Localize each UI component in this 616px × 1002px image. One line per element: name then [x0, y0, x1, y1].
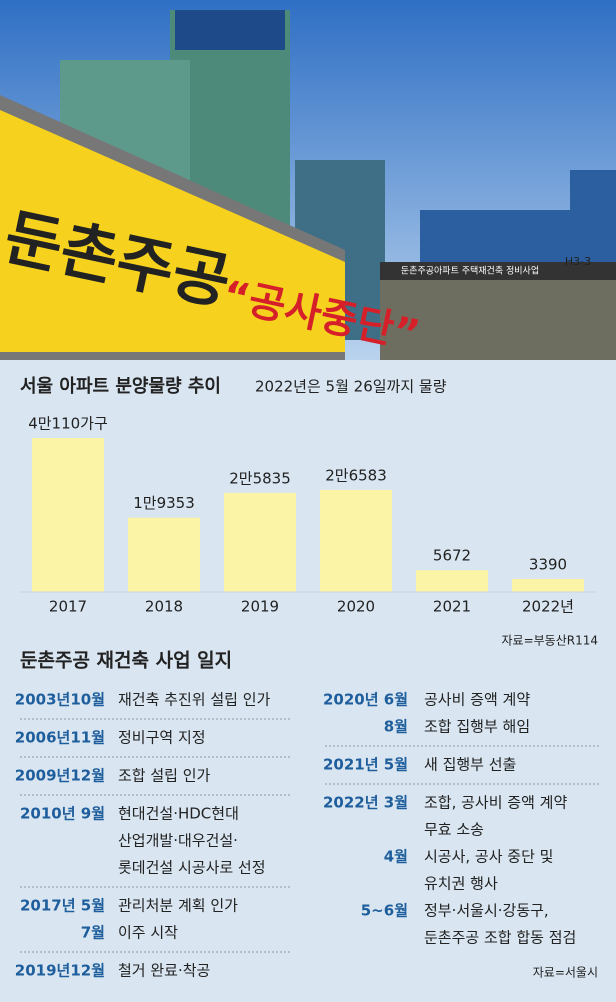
date: 2003년10월: [15, 691, 105, 709]
chart-title: 서울 아파트 분양물량 추이: [20, 376, 221, 397]
date: 4월: [384, 848, 408, 866]
x-tick-label: 2017: [49, 598, 87, 616]
bar: [128, 517, 200, 592]
event: 새 집행부 선출: [424, 756, 516, 774]
chart-subtitle: 2022년은 5월 26일까지 물량: [255, 378, 447, 396]
event: 유치권 행사: [424, 875, 498, 893]
event: 산업개발·대우건설·: [118, 832, 238, 850]
timeline-title: 둔촌주공 재건축 사업 일지: [20, 650, 232, 672]
date: 2021년 5월: [323, 756, 408, 774]
value-label: 3390: [529, 555, 567, 573]
bar: [320, 489, 392, 592]
source: 자료=부동산R114: [502, 634, 599, 648]
bar: [224, 492, 296, 592]
sign: 둔촌주공아파트 주택재건축 정비사업: [401, 266, 539, 277]
event: 조합 설립 인가: [118, 767, 211, 785]
date: 2017년 5월: [20, 897, 105, 915]
date: 2006년11월: [15, 729, 105, 747]
x-tick-label: 2021: [433, 598, 471, 616]
x-tick-label: 2019: [241, 598, 279, 616]
date: 8월: [384, 718, 408, 736]
value-label: 4만110가구: [28, 415, 108, 433]
event: 재건축 추진위 설립 인가: [118, 691, 271, 709]
value-label: 2만5835: [229, 469, 291, 487]
event: 시공사, 공사 중단 및: [424, 848, 553, 866]
event: 무효 소송: [424, 821, 484, 839]
x-tick-label: 2018: [145, 598, 183, 616]
event: 철거 완료·착공: [118, 962, 210, 980]
event: 조합, 공사비 증액 계약: [424, 794, 567, 812]
value-label: 5672: [433, 547, 471, 565]
date: 7월: [81, 924, 105, 942]
value-label: 1만9353: [133, 494, 195, 512]
date: 5~6월: [361, 902, 408, 920]
source: 자료=서울시: [533, 966, 598, 980]
date: 2020년 6월: [323, 691, 408, 709]
event: 이주 시작: [118, 924, 178, 942]
date: 2009년12월: [15, 767, 105, 785]
event: 롯데건설 시공사로 선정: [118, 859, 266, 877]
x-tick-label: 2022년: [522, 598, 574, 616]
date: 2022년 3월: [323, 794, 408, 812]
event: 현대건설·HDC현대: [118, 805, 239, 823]
event: 공사비 증액 계약: [424, 691, 530, 709]
value-label: 2만6583: [325, 466, 387, 484]
bar: [416, 570, 488, 592]
photo: 둔촌주공아파트 주택재건축 정비사업 H3-3 둔촌주공 “공사중단”: [0, 0, 616, 360]
bar: [32, 438, 104, 592]
sign: H3-3: [565, 255, 591, 268]
event: 정부·서울시·강동구,: [424, 902, 549, 920]
date: 2010년 9월: [20, 805, 105, 823]
event: 조합 집행부 해임: [424, 718, 530, 736]
bar: [512, 578, 584, 592]
event: 정비구역 지정: [118, 729, 206, 747]
date: 2019년12월: [15, 962, 105, 980]
event: 관리처분 계획 인가: [118, 897, 238, 915]
x-tick-label: 2020: [337, 598, 375, 616]
event: 둔촌주공 조합 합동 점검: [424, 929, 576, 947]
